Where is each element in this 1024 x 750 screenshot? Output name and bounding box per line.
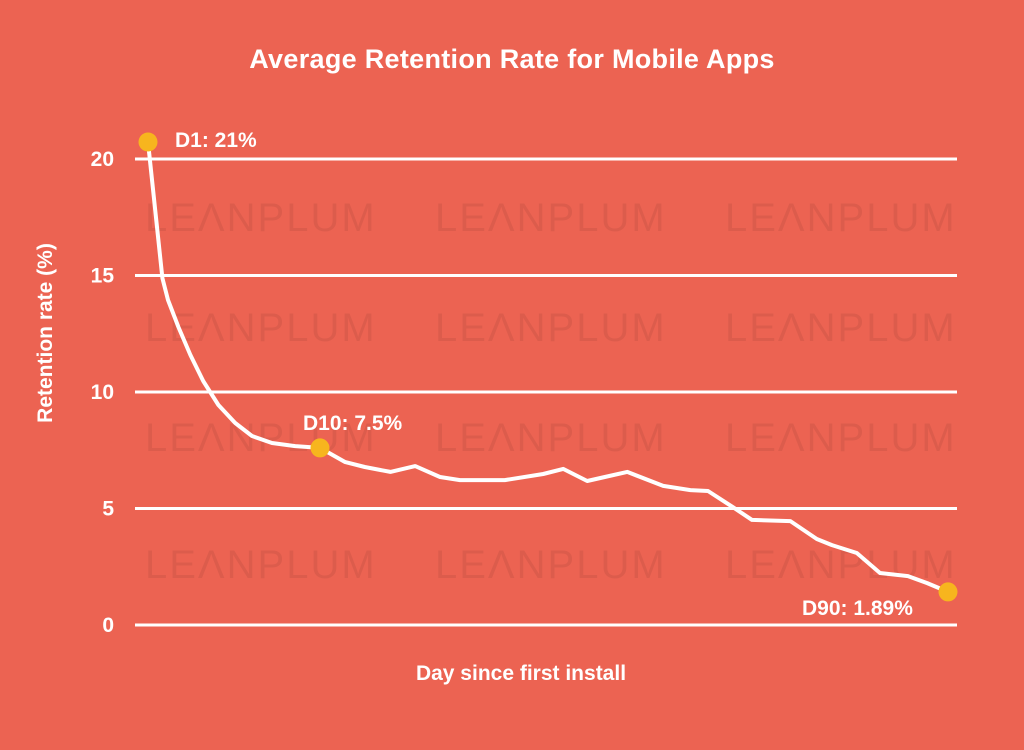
watermark-text: LEΛNPLUM [725,196,957,240]
watermark-text: LEΛNPLUM [145,196,377,240]
data-point-d10 [310,438,330,458]
y-tick-label-10: 10 [91,381,114,404]
y-tick-label-15: 15 [91,265,115,288]
annotation-d90: D90: 1.89% [802,596,913,620]
retention-line [146,140,950,594]
watermark-text: LEΛNPLUM [725,306,957,350]
y-tick-label-5: 5 [102,498,114,521]
data-point-d90 [938,582,958,602]
watermark-text: LEΛNPLUM [435,416,667,460]
y-tick-label-0: 0 [102,614,114,637]
watermark-text: LEΛNPLUM [725,416,957,460]
watermark-text: LEΛNPLUM [435,306,667,350]
annotation-d1: D1: 21% [175,128,257,152]
data-point-d1 [138,132,158,152]
chart-title: Average Retention Rate for Mobile Apps [249,44,775,74]
y-tick-label-20: 20 [91,148,114,171]
annotation-d10: D10: 7.5% [303,411,403,435]
watermark-text: LEΛNPLUM [435,543,667,587]
watermark-text: LEΛNPLUM [435,196,667,240]
watermark-text: LEΛNPLUM [145,543,377,587]
x-axis-title: Day since first install [415,662,627,685]
